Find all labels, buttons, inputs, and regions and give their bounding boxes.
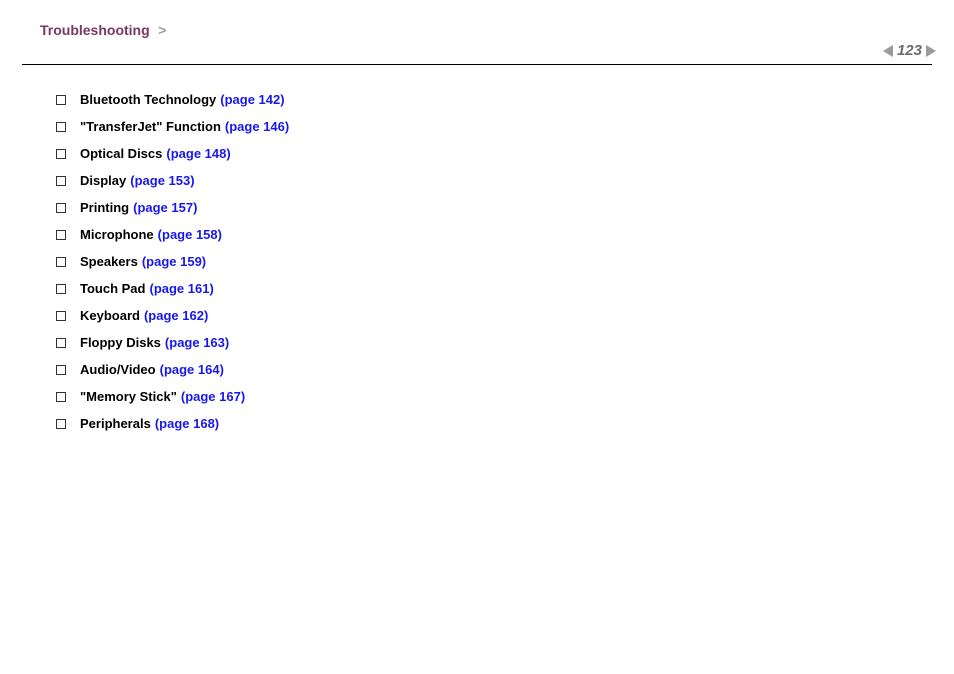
checkbox-bullet-icon: [56, 419, 66, 429]
checkbox-bullet-icon: [56, 338, 66, 348]
checkbox-bullet-icon: [56, 95, 66, 105]
checkbox-bullet-icon: [56, 311, 66, 321]
page-link[interactable]: (page 164): [160, 362, 224, 377]
next-page-icon[interactable]: [926, 45, 936, 57]
list-item: Printing (page 157): [56, 200, 289, 215]
item-label: Optical Discs: [80, 146, 162, 161]
page-link[interactable]: (page 163): [165, 335, 229, 350]
item-label: Display: [80, 173, 126, 188]
list-item: Peripherals (page 168): [56, 416, 289, 431]
breadcrumb-separator: >: [158, 22, 166, 38]
checkbox-bullet-icon: [56, 257, 66, 267]
list-item: "TransferJet" Function (page 146): [56, 119, 289, 134]
page-link[interactable]: (page 142): [220, 92, 284, 107]
list-item: Keyboard (page 162): [56, 308, 289, 323]
checkbox-bullet-icon: [56, 392, 66, 402]
list-item: Microphone (page 158): [56, 227, 289, 242]
item-label: Peripherals: [80, 416, 151, 431]
item-label: Speakers: [80, 254, 138, 269]
checkbox-bullet-icon: [56, 122, 66, 132]
page-link[interactable]: (page 146): [225, 119, 289, 134]
item-label: "Memory Stick": [80, 389, 177, 404]
checkbox-bullet-icon: [56, 365, 66, 375]
list-item: Optical Discs (page 148): [56, 146, 289, 161]
page-link[interactable]: (page 153): [130, 173, 194, 188]
item-label: Printing: [80, 200, 129, 215]
header-divider: [22, 64, 932, 65]
prev-page-icon[interactable]: [883, 45, 893, 57]
checkbox-bullet-icon: [56, 230, 66, 240]
list-item: Display (page 153): [56, 173, 289, 188]
item-label: Microphone: [80, 227, 154, 242]
page-link[interactable]: (page 162): [144, 308, 208, 323]
list-item: "Memory Stick" (page 167): [56, 389, 289, 404]
item-label: Keyboard: [80, 308, 140, 323]
toc-list: Bluetooth Technology (page 142) "Transfe…: [56, 92, 289, 443]
page-link[interactable]: (page 167): [181, 389, 245, 404]
list-item: Touch Pad (page 161): [56, 281, 289, 296]
list-item: Floppy Disks (page 163): [56, 335, 289, 350]
page-link[interactable]: (page 159): [142, 254, 206, 269]
page-link[interactable]: (page 168): [155, 416, 219, 431]
page-number-nav: 123: [883, 42, 936, 59]
item-label: Audio/Video: [80, 362, 156, 377]
checkbox-bullet-icon: [56, 284, 66, 294]
list-item: Audio/Video (page 164): [56, 362, 289, 377]
list-item: Speakers (page 159): [56, 254, 289, 269]
page-number: 123: [897, 42, 922, 59]
checkbox-bullet-icon: [56, 203, 66, 213]
breadcrumb-title[interactable]: Troubleshooting: [40, 22, 150, 38]
page-link[interactable]: (page 158): [158, 227, 222, 242]
item-label: Floppy Disks: [80, 335, 161, 350]
checkbox-bullet-icon: [56, 176, 66, 186]
item-label: "TransferJet" Function: [80, 119, 221, 134]
page: Troubleshooting > 123 Bluetooth Technolo…: [0, 0, 954, 674]
checkbox-bullet-icon: [56, 149, 66, 159]
page-link[interactable]: (page 157): [133, 200, 197, 215]
item-label: Touch Pad: [80, 281, 145, 296]
item-label: Bluetooth Technology: [80, 92, 216, 107]
breadcrumb: Troubleshooting >: [0, 0, 954, 40]
list-item: Bluetooth Technology (page 142): [56, 92, 289, 107]
page-link[interactable]: (page 148): [166, 146, 230, 161]
page-link[interactable]: (page 161): [149, 281, 213, 296]
